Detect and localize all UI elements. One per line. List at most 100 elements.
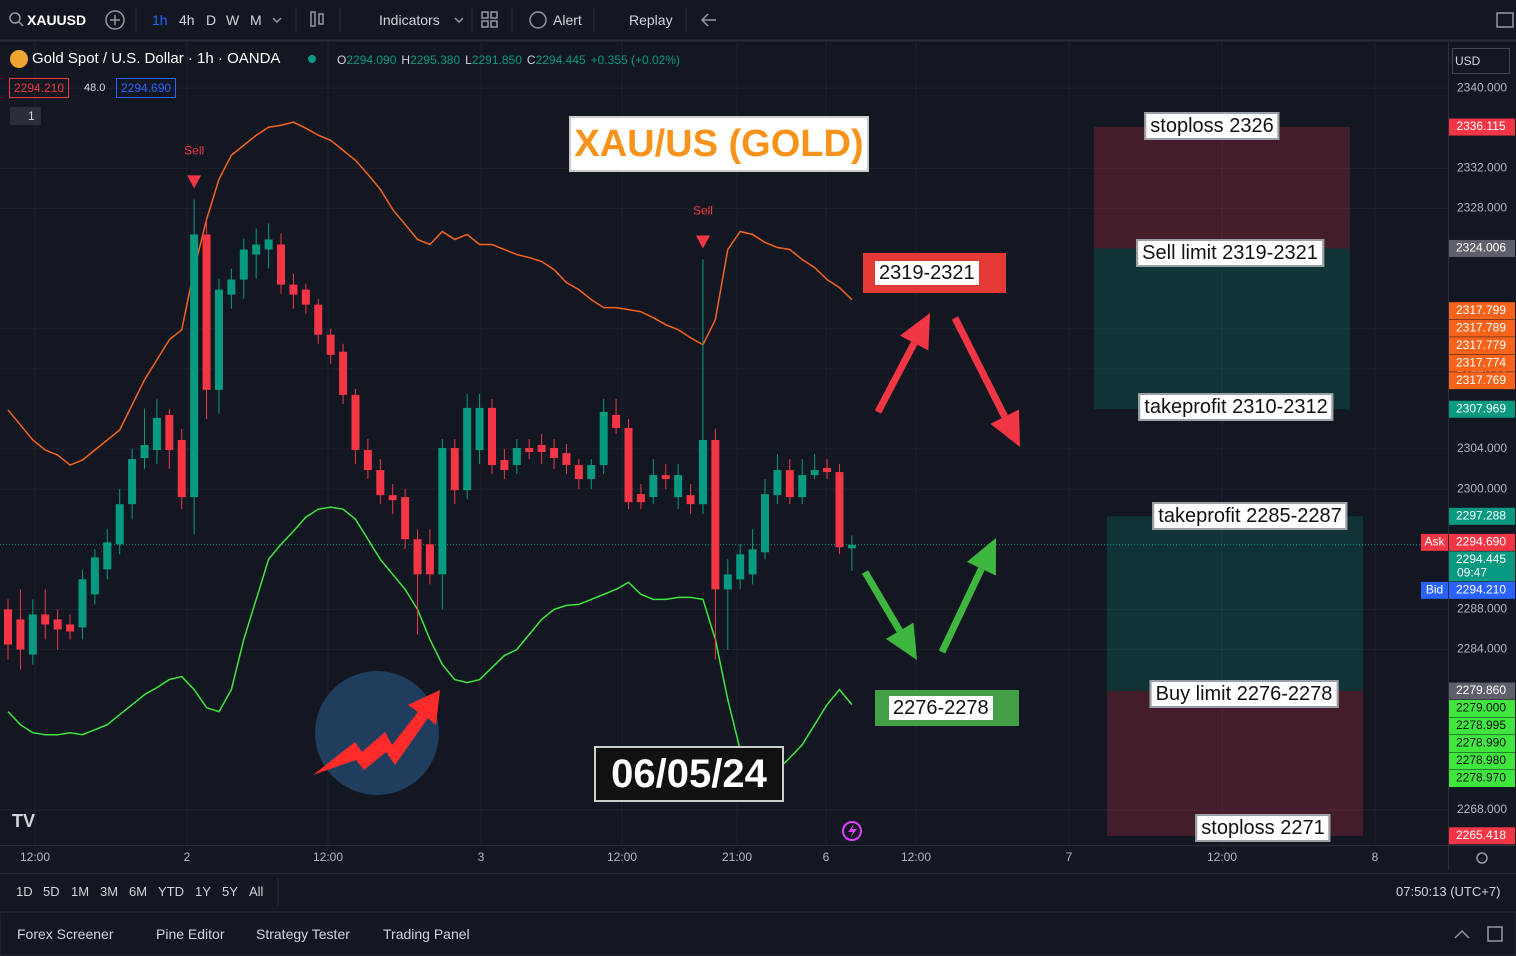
bottom-tab[interactable]: Trading Panel — [383, 926, 470, 942]
candle-body — [810, 470, 819, 476]
range-button[interactable]: All — [249, 884, 264, 899]
range-button[interactable]: 5D — [43, 884, 60, 899]
price-tag-label: 2317.769 — [1456, 373, 1506, 387]
sell-signal-label: Sell — [184, 144, 204, 158]
stop-zone — [1094, 127, 1350, 249]
x-tick-label: 12:00 — [901, 850, 931, 864]
candle-body — [177, 439, 186, 498]
currency-select[interactable]: USD — [1452, 48, 1510, 74]
range-button[interactable]: 5Y — [222, 884, 238, 899]
alert-button[interactable]: Alert — [553, 12, 582, 28]
price-tag-label: 2294.210 — [1456, 583, 1506, 597]
price-tag-label: 2294.690 — [1456, 535, 1506, 549]
price-tag — [1449, 700, 1515, 718]
candle-body — [190, 234, 199, 498]
candle-body — [363, 450, 372, 471]
x-tick-label: 21:00 — [722, 850, 752, 864]
candle-body — [214, 289, 223, 390]
candle-body — [835, 472, 844, 548]
price-tag — [1449, 752, 1515, 770]
buy-zone-label: 2276-2278 — [889, 696, 993, 720]
candle-body — [562, 453, 571, 466]
y-tick-label: 2288.000 — [1457, 602, 1507, 616]
gold-icon — [10, 50, 28, 68]
range-button[interactable]: 1Y — [195, 884, 211, 899]
x-tick-label: 8 — [1372, 850, 1379, 864]
ohlc-key: L — [465, 53, 472, 67]
candle-body — [388, 495, 397, 501]
interval[interactable]: M — [250, 12, 262, 28]
indicator-toggle[interactable]: 1 — [10, 107, 41, 125]
ohlc-value: 2294.090 — [346, 53, 397, 67]
arrow-shaft — [938, 567, 985, 654]
bottom-tab[interactable]: Strategy Tester — [256, 926, 350, 942]
indicators-button[interactable]: Indicators — [379, 12, 440, 28]
candle-body — [227, 279, 236, 295]
price-tag-label: 2317.774 — [1456, 355, 1506, 369]
interval[interactable]: D — [206, 12, 217, 28]
candle-body — [115, 504, 124, 545]
candle-body — [438, 448, 447, 575]
price-tag — [1449, 354, 1515, 372]
x-tick-label: 2 — [184, 850, 191, 864]
candle-body — [103, 542, 112, 570]
bid-box[interactable]: 2294.210 — [9, 78, 70, 98]
title-annotation: XAU/US (GOLD) — [569, 116, 869, 172]
interval[interactable]: W — [226, 12, 240, 28]
price-tag — [1449, 337, 1515, 355]
stop-zone — [1107, 691, 1363, 836]
candle-body — [413, 539, 422, 575]
arrow-shaft — [861, 570, 903, 633]
replay-button[interactable]: Replay — [629, 12, 673, 28]
symbol[interactable]: XAUUSD — [27, 12, 87, 28]
price-tag — [1449, 507, 1515, 525]
interval[interactable]: 4h — [179, 12, 195, 28]
range-button[interactable]: 6M — [129, 884, 148, 899]
bottom-tab[interactable]: Forex Screener — [17, 926, 114, 942]
price-tag — [1449, 302, 1515, 320]
toolbar-bg — [0, 0, 1516, 40]
range-button[interactable]: 3M — [100, 884, 119, 899]
ask-box[interactable]: 2294.690 — [116, 78, 177, 98]
candle-body — [90, 557, 99, 595]
zone-label: takeprofit 2310-2312 — [1138, 393, 1334, 421]
target-zone — [1094, 248, 1350, 410]
candle-body — [475, 407, 484, 451]
candle-body — [16, 619, 25, 650]
date-annotation: 06/05/24 — [594, 746, 784, 802]
candle-body — [612, 414, 621, 428]
price-tag — [1449, 735, 1515, 753]
candle-body — [450, 448, 459, 491]
band-line — [7, 121, 853, 466]
price-tag — [1449, 827, 1515, 845]
arrow-head — [966, 538, 996, 576]
candle-body — [66, 624, 75, 632]
price-tag-label: 2279.000 — [1456, 701, 1506, 715]
candle-body — [28, 614, 37, 655]
lightning-bolt — [848, 824, 857, 838]
candle-body — [376, 470, 385, 496]
price-tag-label: 2294.445 — [1456, 552, 1506, 566]
candle-body — [624, 427, 633, 503]
candle-body — [512, 448, 521, 466]
range-button[interactable]: 1D — [16, 884, 33, 899]
candle-body — [401, 497, 410, 540]
price-tag-side-label: Bid — [1426, 583, 1443, 597]
x-tick-label: 6 — [823, 850, 830, 864]
x-tick-label: 12:00 — [607, 850, 637, 864]
y-tick-label: 2328.000 — [1457, 201, 1507, 215]
range-button[interactable]: YTD — [158, 884, 184, 899]
y-tick-label: 2332.000 — [1457, 160, 1507, 174]
ohlc-key: C — [526, 53, 536, 67]
bottom-tab[interactable]: Pine Editor — [156, 926, 225, 942]
candle-body — [574, 465, 583, 480]
clock: 07:50:13 (UTC+7) — [1396, 884, 1501, 899]
price-tag — [1449, 717, 1515, 735]
interval[interactable]: 1h — [152, 12, 168, 28]
separators — [135, 8, 687, 906]
range-button[interactable]: 1M — [71, 884, 90, 899]
logo-arrow — [313, 690, 440, 775]
price-tag-side-label: Ask — [1424, 535, 1445, 549]
candle-body — [761, 494, 770, 553]
